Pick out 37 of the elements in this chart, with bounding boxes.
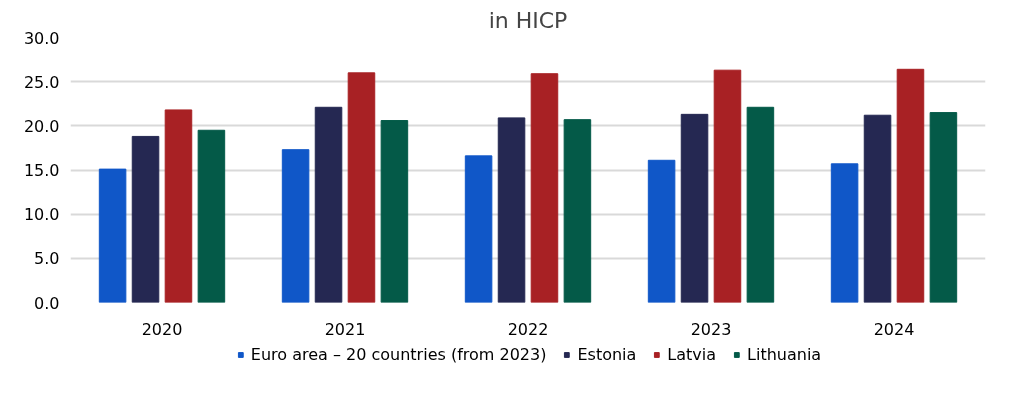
- y-tick-label: 0.0: [34, 293, 60, 313]
- bar: [863, 114, 892, 303]
- bar: [830, 163, 859, 303]
- y-tick-label: 30.0: [23, 28, 60, 48]
- y-tick-label: 10.0: [23, 205, 60, 225]
- legend-label: Lithuania: [747, 344, 822, 364]
- x-tick-label: 2020: [141, 319, 183, 339]
- x-tick-label: 2024: [873, 319, 915, 339]
- x-tick-label: 2023: [690, 319, 732, 339]
- bar: [464, 155, 493, 303]
- bar: [896, 68, 925, 303]
- y-tick-label: 20.0: [23, 116, 60, 136]
- bar: [530, 73, 559, 303]
- bar: [647, 159, 676, 303]
- x-tick-label: 2022: [507, 319, 549, 339]
- bar: [197, 129, 226, 303]
- bar: [98, 168, 127, 303]
- bar: [131, 135, 160, 303]
- bar: [281, 149, 310, 303]
- bar: [347, 72, 376, 303]
- bar: [713, 69, 742, 303]
- legend-label: Estonia: [577, 344, 637, 364]
- legend-label: Latvia: [667, 344, 717, 364]
- bar: [929, 112, 958, 303]
- bar: [563, 119, 592, 303]
- bar: [680, 113, 709, 303]
- y-tick-label: 25.0: [23, 72, 60, 92]
- bar: [314, 106, 343, 303]
- bar: [164, 109, 193, 303]
- bar: [746, 106, 775, 303]
- y-tick-label: 5.0: [34, 249, 60, 269]
- chart-title: in HICP: [488, 7, 568, 33]
- legend-label: Euro area – 20 countries (from 2023): [250, 344, 547, 364]
- bar: [497, 117, 526, 303]
- bar: [380, 120, 409, 303]
- y-tick-label: 15.0: [23, 161, 60, 180]
- x-tick-label: 2021: [324, 319, 366, 339]
